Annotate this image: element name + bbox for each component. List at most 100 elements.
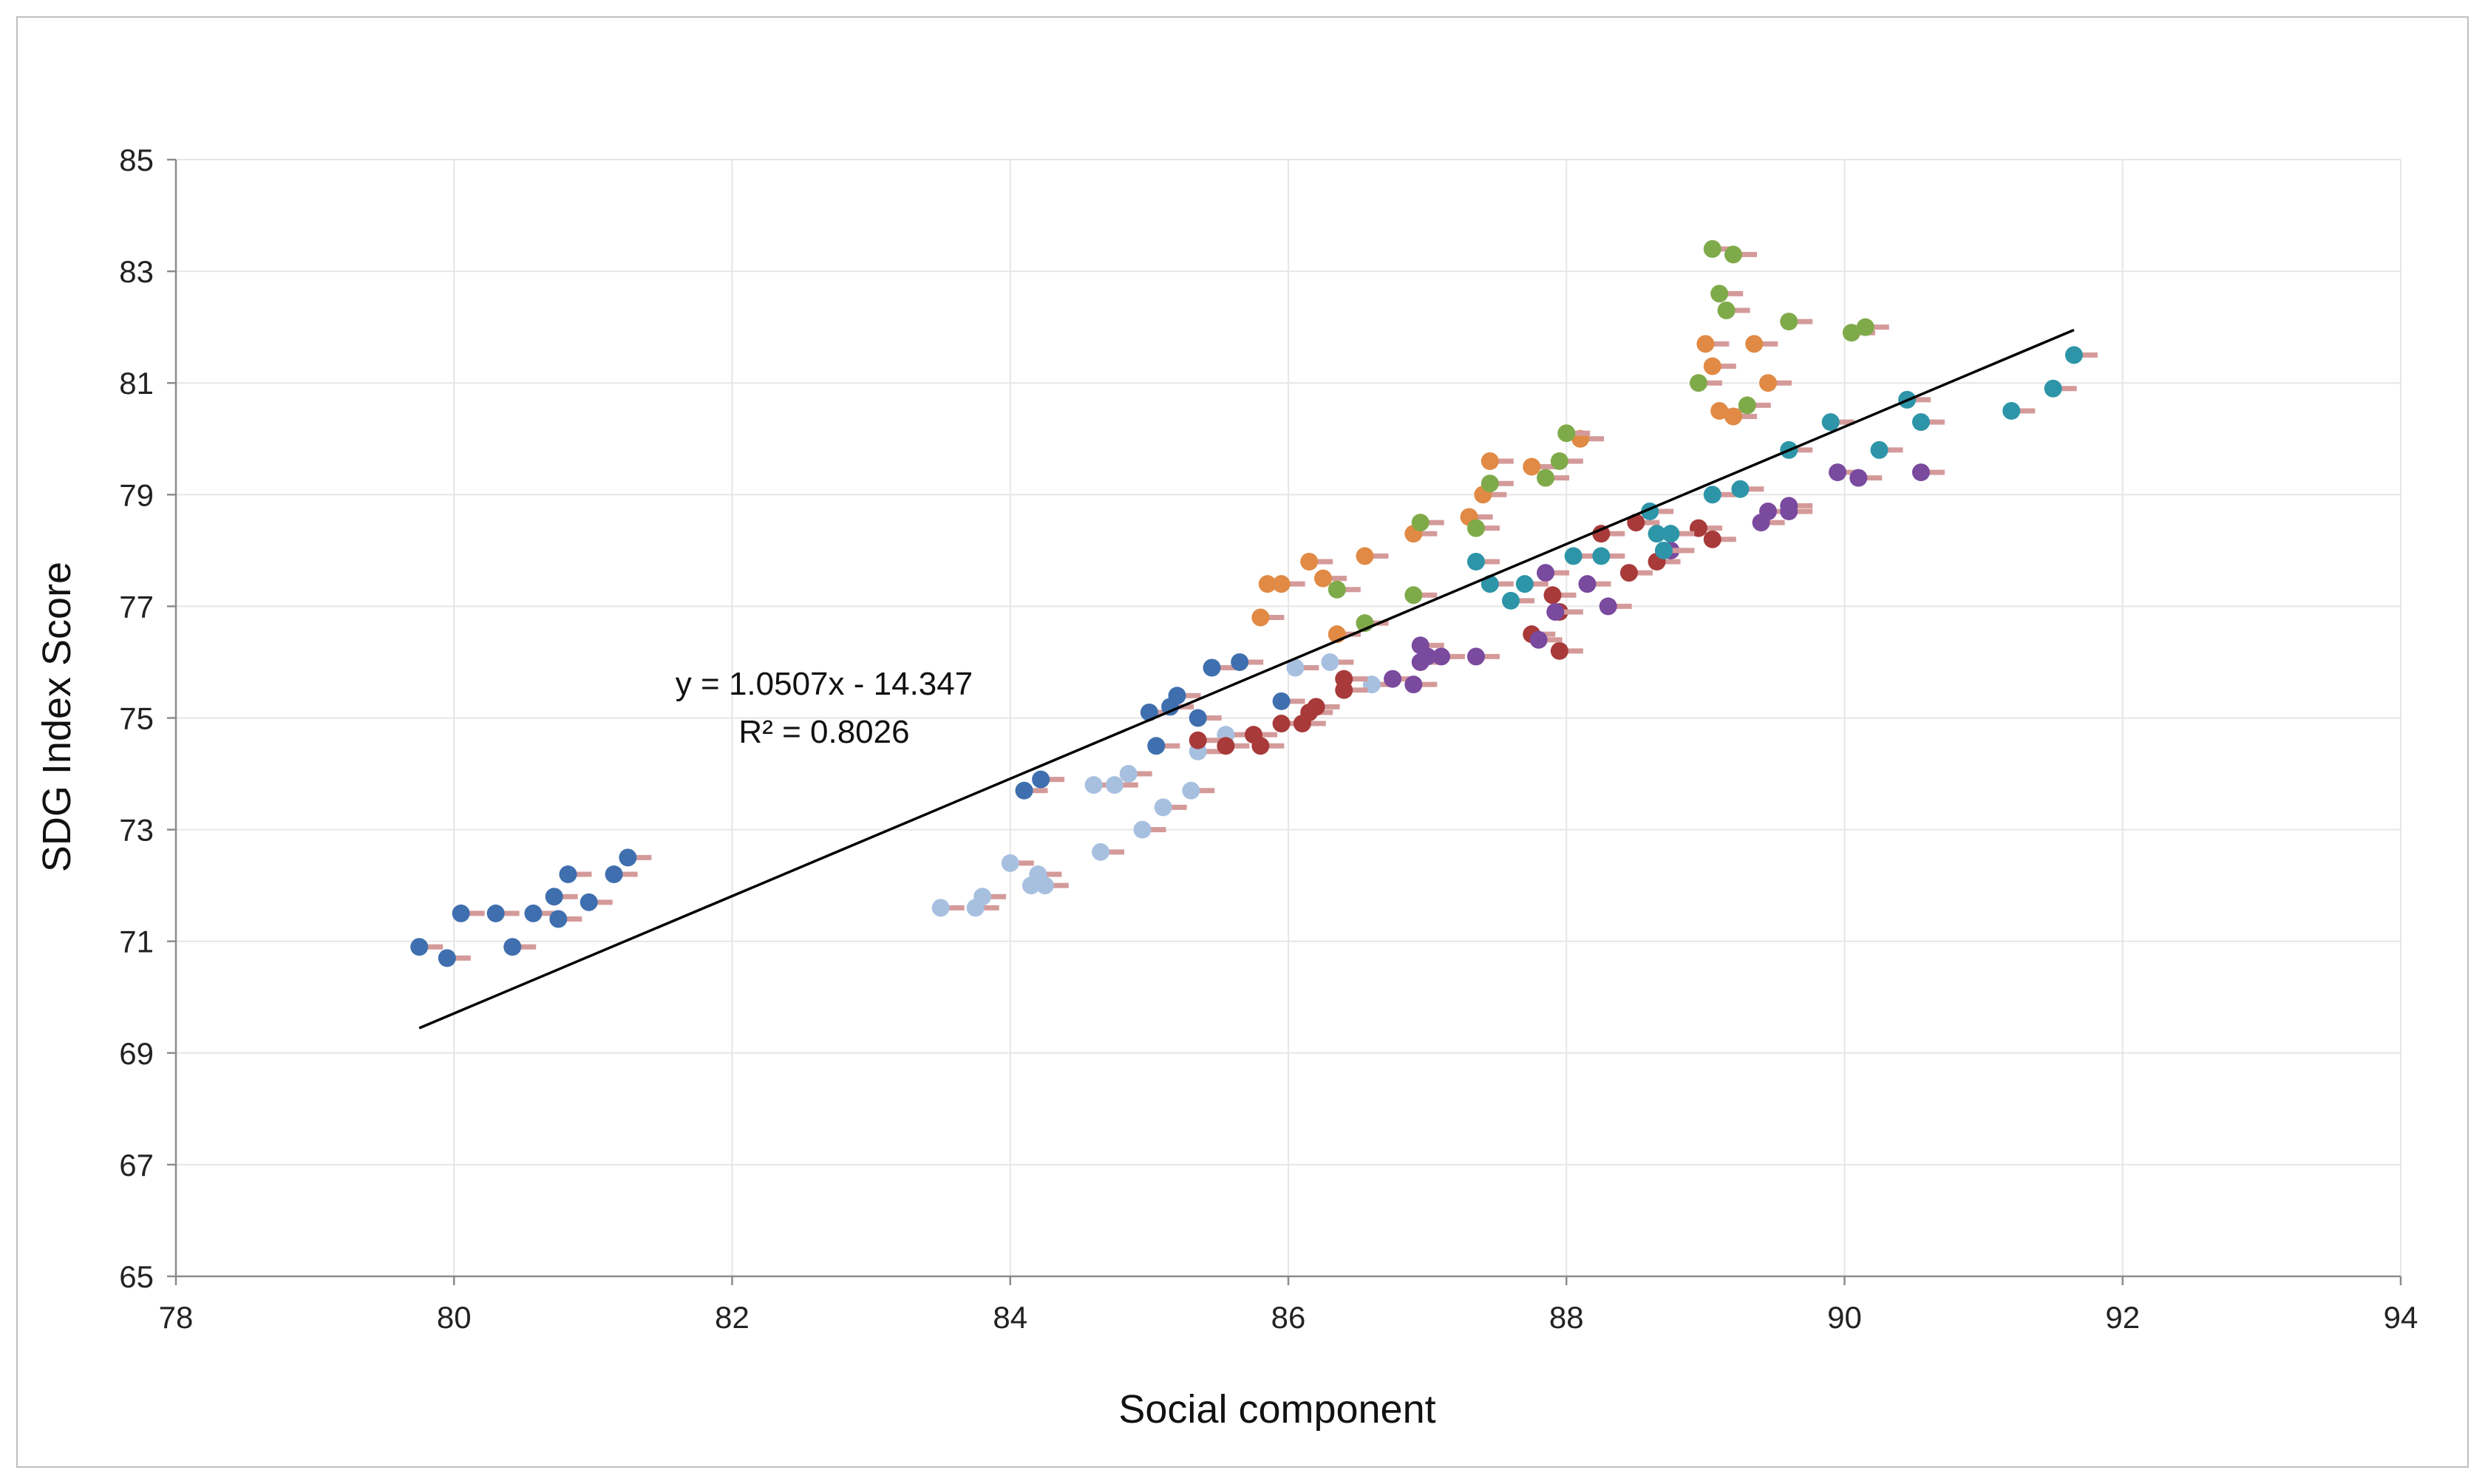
- data-point: [1529, 630, 1548, 649]
- data-point: [1523, 457, 1541, 476]
- data-point: [1537, 469, 1555, 487]
- data-point: [410, 938, 429, 956]
- data-point: [1481, 474, 1499, 493]
- data-point: [1592, 525, 1611, 543]
- data-point: [1724, 407, 1742, 426]
- data-point: [1182, 781, 1200, 800]
- y-tick-label: 75: [119, 701, 154, 736]
- data-point: [1258, 575, 1277, 593]
- data-point: [1731, 480, 1750, 498]
- data-point: [1543, 586, 1562, 605]
- data-point: [1356, 547, 1374, 565]
- data-point: [1627, 514, 1645, 532]
- data-point: [1599, 597, 1617, 616]
- data-point: [545, 888, 563, 906]
- data-point: [1550, 452, 1568, 470]
- data-point: [1307, 698, 1325, 716]
- data-point: [1328, 580, 1346, 599]
- data-point: [1335, 681, 1353, 699]
- data-point: [1710, 285, 1729, 303]
- data-point: [1821, 413, 1840, 432]
- x-axis-title: Social component: [1118, 1387, 1435, 1432]
- data-point: [1648, 525, 1666, 543]
- chart-area: [16, 16, 2469, 1468]
- data-point: [1154, 798, 1172, 817]
- data-point: [1217, 737, 1235, 755]
- data-point: [579, 893, 598, 911]
- data-point: [1272, 692, 1291, 710]
- data-point: [1147, 737, 1166, 755]
- data-point: [1251, 737, 1270, 755]
- data-point: [1502, 591, 1520, 610]
- y-tick-label: 73: [119, 813, 154, 848]
- data-point: [1654, 541, 1673, 559]
- data-point: [1036, 877, 1054, 895]
- data-point: [1411, 514, 1430, 532]
- data-point: [1696, 335, 1715, 353]
- y-tick-label: 69: [119, 1036, 154, 1071]
- data-point: [1189, 709, 1207, 727]
- data-point: [1911, 413, 1930, 432]
- y-tick-label: 83: [119, 254, 154, 289]
- data-point: [1015, 781, 1033, 800]
- data-point: [619, 848, 637, 867]
- x-tick-label: 82: [715, 1300, 749, 1335]
- data-point: [1119, 765, 1138, 783]
- data-point: [1842, 324, 1860, 342]
- x-tick-label: 94: [2384, 1300, 2418, 1335]
- data-point: [1564, 547, 1583, 565]
- data-point: [549, 910, 568, 928]
- x-tick-label: 84: [993, 1300, 1027, 1335]
- data-point: [1466, 519, 1485, 537]
- data-point: [1321, 653, 1339, 671]
- x-tick-labels: 78 80 82 84 86 88 90 92 94: [159, 1276, 2418, 1335]
- data-point: [1404, 586, 1423, 605]
- data-point: [1592, 547, 1611, 565]
- data-point: [1578, 575, 1597, 593]
- data-point: [1272, 715, 1291, 733]
- data-point: [605, 865, 623, 884]
- data-point: [1550, 641, 1568, 660]
- data-point: [503, 938, 522, 956]
- data-point: [1703, 357, 1721, 375]
- data-point: [1404, 675, 1423, 694]
- y-tick-label: 81: [119, 366, 154, 401]
- data-point: [1384, 670, 1402, 688]
- data-point: [524, 904, 543, 922]
- data-point: [1168, 687, 1186, 705]
- data-point: [2002, 401, 2021, 420]
- data-point: [1032, 770, 1050, 789]
- x-tick-label: 78: [159, 1300, 194, 1335]
- data-point: [1856, 318, 1874, 336]
- series-group-c: [1189, 514, 1736, 755]
- data-point: [1780, 497, 1798, 515]
- data-point: [1703, 530, 1721, 548]
- data-point: [1537, 564, 1555, 582]
- data-point: [1105, 776, 1123, 794]
- data-point: [1759, 374, 1778, 392]
- data-point: [1272, 575, 1291, 593]
- data-point: [1829, 463, 1847, 482]
- data-point: [438, 949, 456, 967]
- data-point: [2044, 379, 2062, 398]
- gridlines: [176, 159, 2401, 1276]
- data-point: [1001, 854, 1019, 872]
- series-group-b: [931, 653, 1396, 917]
- trendline-equation: y = 1.0507x - 14.347: [676, 666, 973, 702]
- data-point: [559, 865, 577, 884]
- data-point: [1300, 552, 1319, 571]
- data-point: [1745, 335, 1764, 353]
- data-point: [1203, 658, 1221, 677]
- series-group-d: [1384, 463, 1945, 694]
- data-point: [1314, 569, 1333, 588]
- data-point: [1189, 731, 1207, 749]
- x-tick-label: 80: [437, 1300, 472, 1335]
- data-point: [1710, 401, 1729, 420]
- data-point: [1515, 575, 1534, 593]
- data-points: [410, 239, 2098, 967]
- x-tick-label: 88: [1549, 1300, 1584, 1335]
- data-point: [1286, 658, 1305, 677]
- data-point: [1780, 313, 1798, 331]
- data-point: [1759, 502, 1778, 520]
